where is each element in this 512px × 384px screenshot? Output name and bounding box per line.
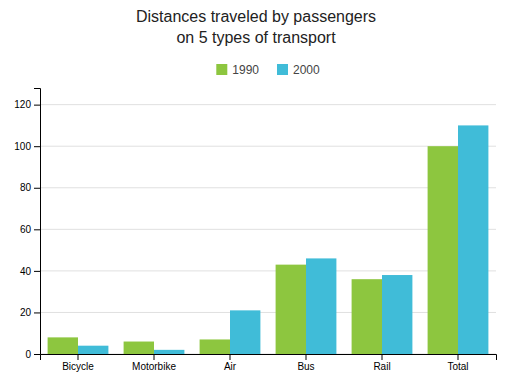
y-axis-line: [34, 89, 41, 355]
x-tick-mark: [78, 354, 79, 360]
bar: [154, 350, 184, 354]
legend-item: 1990: [216, 63, 259, 77]
legend-label: 2000: [293, 63, 320, 77]
x-tick-label: Bus: [297, 361, 314, 372]
y-tick-label: 60: [20, 224, 32, 235]
bar: [276, 265, 306, 354]
legend-swatch: [216, 64, 227, 75]
chart-container: Distances traveled by passengers on 5 typ…: [0, 0, 512, 384]
y-tick-label: 100: [14, 141, 31, 152]
y-tick: 80: [20, 182, 40, 193]
bar: [200, 339, 230, 354]
x-tick: Bus: [297, 354, 314, 372]
y-tick-mark: [34, 312, 40, 313]
y-tick-mark: [34, 188, 40, 189]
y-tick-mark: [34, 146, 40, 147]
title: Distances traveled by passengers: [136, 8, 376, 25]
grid: [40, 105, 496, 354]
x-tick-label: Motorbike: [132, 361, 176, 372]
bar: [230, 310, 260, 354]
x-tick: Motorbike: [132, 354, 176, 372]
y-tick-label: 40: [20, 266, 32, 277]
grid-line: [40, 104, 496, 105]
y-axis: 0 20 40 60 80 100 120: [14, 89, 40, 360]
x-tick-label: Total: [447, 361, 468, 372]
y-tick-label: 20: [20, 307, 32, 318]
x-tick: Air: [224, 354, 237, 372]
x-tick: Rail: [373, 354, 390, 372]
y-tick: 60: [20, 224, 40, 235]
y-tick-mark: [34, 105, 40, 106]
x-tick-mark: [458, 354, 459, 360]
x-tick-mark: [382, 354, 383, 360]
bar: [124, 342, 154, 354]
series-bars: [78, 125, 488, 354]
legend: 1990 2000: [216, 63, 320, 77]
bar: [306, 258, 336, 354]
series-bars: [48, 146, 458, 354]
x-tick-label: Bicycle: [62, 361, 94, 372]
bars: [48, 125, 489, 354]
x-tick-label: Rail: [373, 361, 390, 372]
bar: [78, 346, 108, 354]
x-tick-label: Air: [224, 361, 237, 372]
y-tick-mark: [34, 229, 40, 230]
x-tick-mark: [230, 354, 231, 360]
y-tick-label: 120: [14, 99, 31, 110]
bar: [458, 125, 488, 354]
bar: [382, 275, 412, 354]
legend-item: 2000: [277, 63, 320, 77]
subtitle: on 5 types of transport: [176, 29, 336, 46]
y-tick: 20: [20, 307, 40, 318]
x-tick: Total: [447, 354, 468, 372]
y-tick-label: 0: [25, 349, 31, 360]
x-tick: Bicycle: [62, 354, 94, 372]
x-axis-line: [41, 355, 497, 361]
y-tick: 120: [14, 99, 40, 110]
y-tick-mark: [34, 271, 40, 272]
legend-label: 1990: [232, 63, 259, 77]
y-tick: 100: [14, 141, 40, 152]
plot-area: 0 20 40 60 80 100 120 Bicycle Motorbike Air Bus Rai…: [14, 89, 496, 373]
x-tick-mark: [154, 354, 155, 360]
x-tick-mark: [306, 354, 307, 360]
legend-swatch: [277, 64, 288, 75]
x-axis: Bicycle Motorbike Air Bus Rail Total: [41, 354, 497, 372]
bar: [352, 279, 382, 354]
y-tick-label: 80: [20, 182, 32, 193]
bar: [48, 337, 78, 354]
y-tick: 0: [25, 349, 40, 360]
y-tick: 40: [20, 266, 40, 277]
y-tick-mark: [34, 354, 40, 355]
bar: [428, 146, 458, 354]
chart-svg: Distances traveled by passengers on 5 typ…: [0, 0, 512, 384]
